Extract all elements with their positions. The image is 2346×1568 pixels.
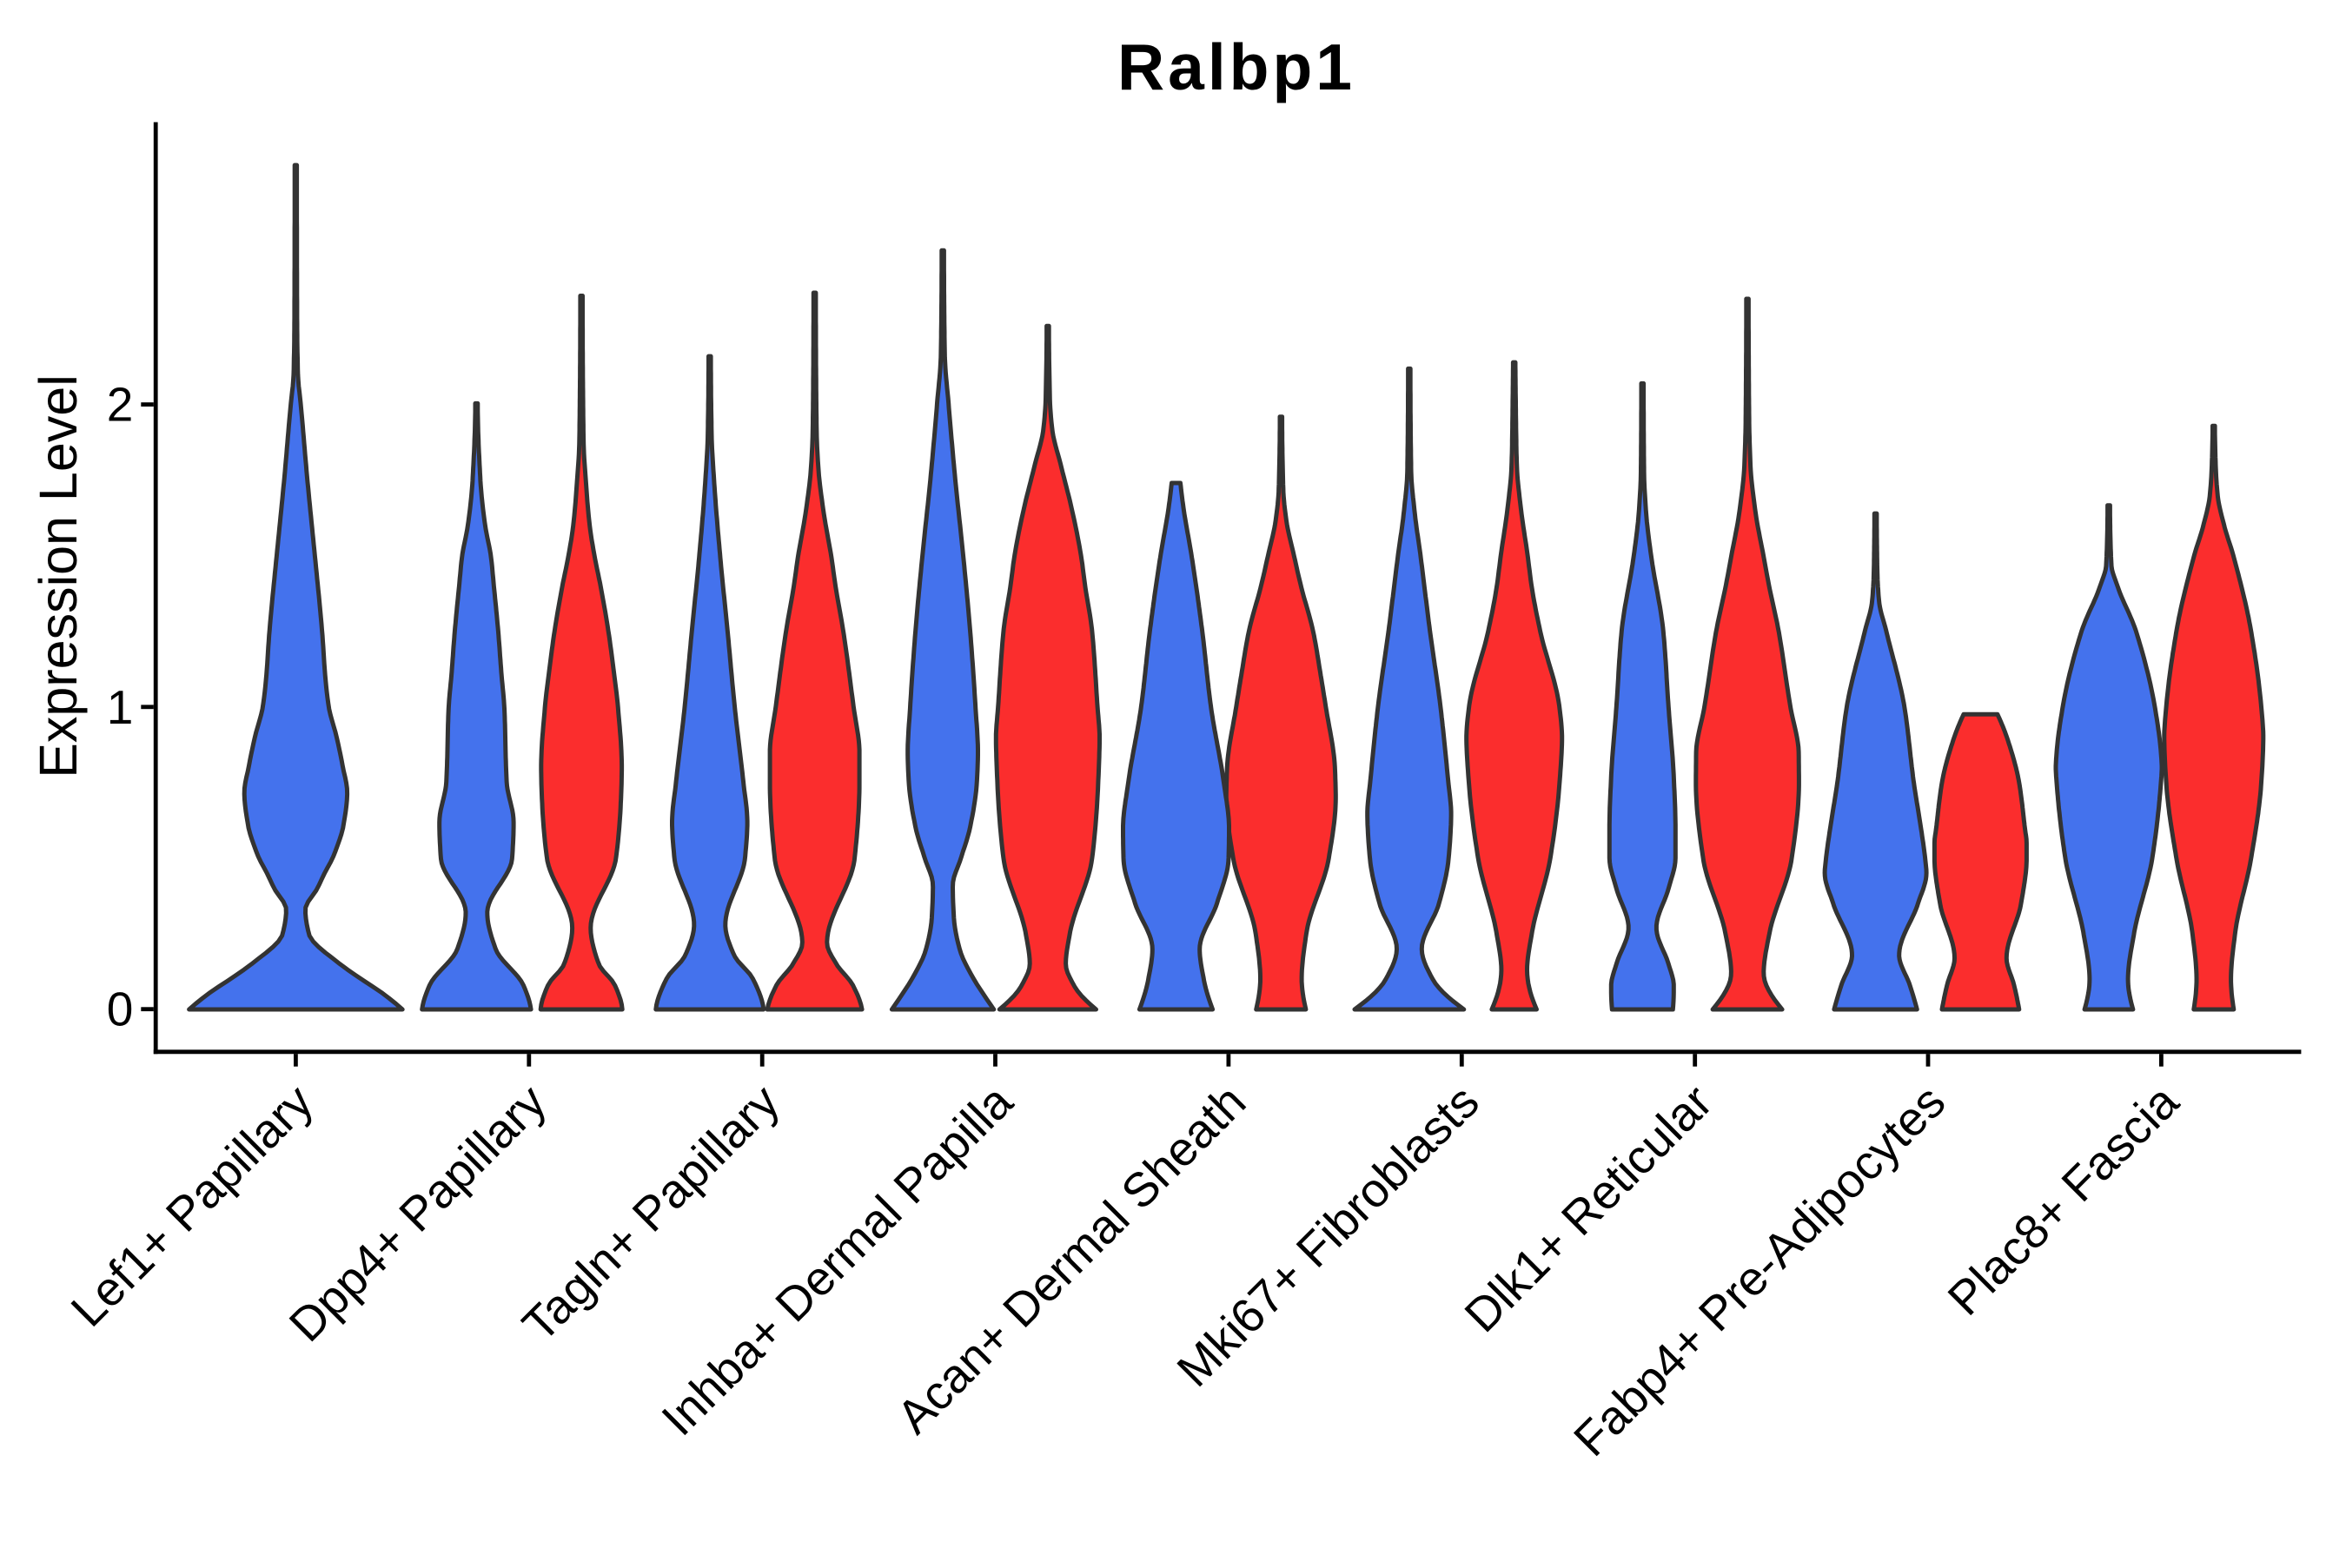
svg-text:2: 2	[107, 378, 134, 432]
svg-text:0: 0	[107, 982, 134, 1036]
svg-text:Ralbp1: Ralbp1	[1117, 30, 1355, 103]
svg-text:1: 1	[107, 680, 134, 734]
svg-text:Expression Level: Expression Level	[29, 374, 88, 778]
